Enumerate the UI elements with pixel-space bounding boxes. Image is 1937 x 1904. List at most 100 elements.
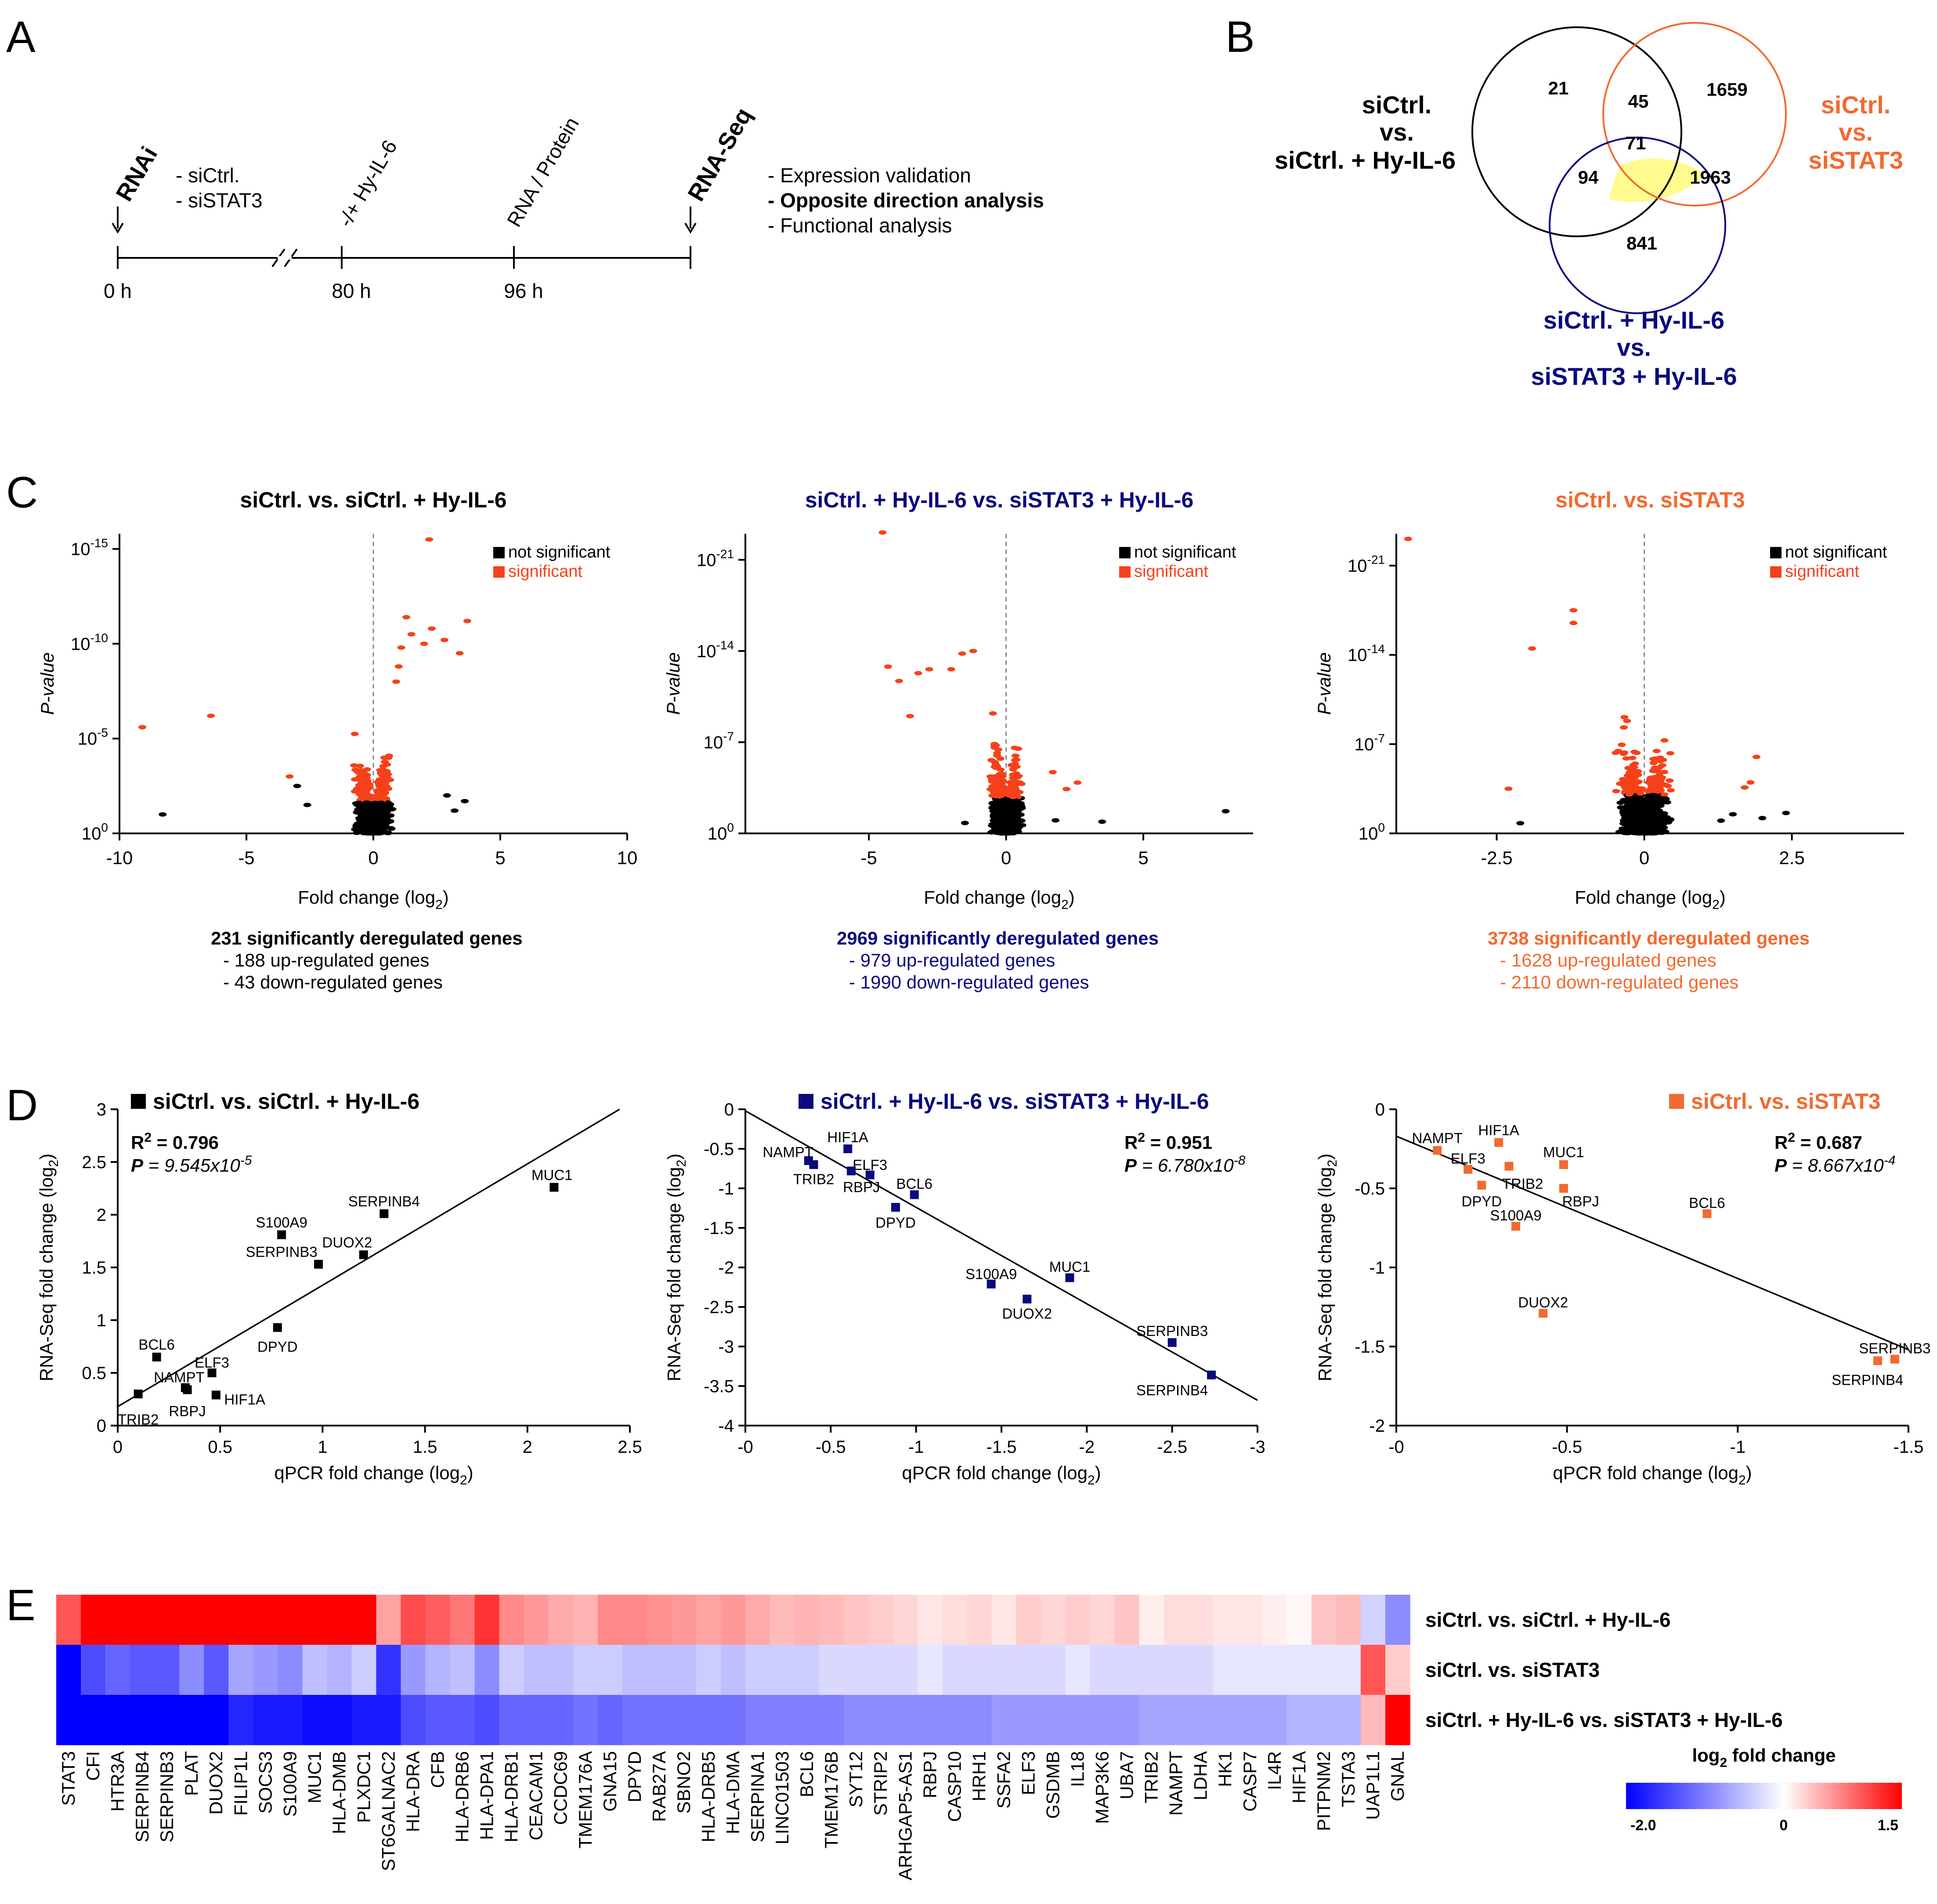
volcano-plot-3: siCtrl. vs. siSTAT3-2.5 0 2.510010-710-141…: [1314, 488, 1904, 992]
ns-outlier-point: [1052, 818, 1060, 823]
x-tick-label: -5: [238, 847, 254, 868]
sig-gene-point: [995, 781, 1003, 786]
analysis-expression: - Expression validation: [768, 164, 971, 187]
y-tick-label: 10-5: [78, 726, 108, 749]
ns-outlier-point: [461, 799, 469, 804]
sig-outlier-point: [914, 671, 922, 676]
summary-up: - 979 up-regulated genes: [849, 950, 1055, 970]
sig-gene-point: [361, 783, 369, 788]
sig-outlier-point: [207, 713, 215, 718]
time-0h: 0 h: [104, 279, 132, 302]
x-tick-label: 10: [617, 847, 638, 868]
sig-gene-point: [381, 791, 389, 796]
venn-circle-black: [1471, 26, 1682, 237]
sig-outlier-point: [425, 537, 434, 542]
sig-gene-point: [1007, 763, 1015, 767]
sig-outlier-point: [392, 679, 401, 684]
sig-gene-point: [992, 743, 1000, 748]
ns-gene-point: [1016, 801, 1025, 806]
sig-gene-point: [375, 784, 383, 789]
sirna-stat3: - siSTAT3: [176, 189, 263, 212]
y-tick-label: 10-14: [697, 638, 734, 661]
ns-gene-point: [371, 829, 379, 833]
sig-gene-point: [996, 778, 1005, 782]
ns-outlier-point: [1221, 809, 1230, 814]
sig-gene-point: [1011, 746, 1019, 750]
ns-gene-point: [996, 829, 1005, 834]
sig-outlier-point: [427, 626, 436, 631]
ns-gene-point: [386, 819, 394, 824]
ns-gene-point: [367, 813, 375, 818]
ns-gene-point: [1006, 826, 1014, 831]
venn-count-black-only: 21: [1548, 78, 1569, 98]
rnaseq-label: RNA-Seq: [683, 103, 757, 206]
y-tick-label: 10-15: [71, 536, 108, 559]
venn-count-navy-only: 841: [1626, 233, 1657, 253]
ns-gene-point: [999, 815, 1008, 820]
ns-gene-point: [376, 814, 384, 818]
sig-gene-point: [383, 784, 391, 789]
ns-gene-point: [367, 825, 376, 829]
sig-gene-point: [1622, 756, 1630, 761]
sig-gene-point: [1618, 742, 1626, 747]
venn-count-orange-navy: 1963: [1690, 167, 1731, 188]
venn-count-orange-only: 1659: [1706, 79, 1747, 100]
y-tick-label: 10-10: [71, 631, 108, 654]
sig-gene-point: [379, 764, 387, 769]
ns-gene-point: [1005, 808, 1013, 813]
venn-circle-orange: [1602, 22, 1787, 206]
ns-gene-point: [365, 830, 373, 835]
volcano-title: siCtrl. + Hy-IL-6 vs. siSTAT3 + Hy-IL-6: [805, 488, 1194, 512]
ns-outlier-point: [1098, 819, 1106, 824]
legend-swatch-not-significant: [493, 547, 505, 558]
y-tick-label: 10-7: [704, 729, 734, 752]
sig-gene-point: [992, 790, 1001, 795]
summary-up: - 188 up-regulated genes: [223, 950, 429, 970]
sig-outlier-point: [884, 664, 892, 669]
legend-significant: significant: [1134, 562, 1208, 581]
sig-gene-point: [1620, 725, 1628, 730]
ns-outlier-point: [961, 821, 969, 825]
volcano-point-cloud: [1612, 715, 1675, 836]
sig-gene-point: [995, 785, 1003, 790]
sig-gene-point: [1012, 753, 1019, 758]
sig-outlier-point: [878, 530, 887, 535]
sig-outlier-point: [397, 645, 405, 650]
y-tick-label: 100: [82, 821, 108, 843]
y-axis-label: P-value: [1314, 652, 1334, 715]
sig-gene-point: [362, 788, 371, 793]
sig-gene-point: [1659, 757, 1667, 762]
ns-gene-point: [369, 807, 377, 811]
summary-total: 2969 significantly deregulated genes: [837, 928, 1159, 948]
y-tick-label: 10-14: [1348, 642, 1385, 665]
y-tick-label: 100: [708, 821, 734, 843]
panel-letter-b: B: [1225, 12, 1255, 62]
venn-circle-navy: [1549, 137, 1726, 314]
sirna-ctrl: - siCtrl.: [176, 164, 240, 187]
venn-label-black-1: siCtrl.: [1362, 91, 1432, 119]
rna-protein-label: RNA / Protein: [502, 113, 583, 231]
analysis-opposite: - Opposite direction analysis: [768, 189, 1044, 212]
legend-not-significant: not significant: [1134, 543, 1236, 561]
panel-letter-c: C: [6, 468, 38, 517]
legend-swatch-not-significant: [1119, 547, 1131, 558]
y-tick-label: 10-7: [1355, 731, 1385, 754]
sig-outlier-point: [906, 714, 914, 719]
sig-gene-point: [989, 711, 997, 716]
ns-gene-point: [387, 813, 395, 818]
sig-gene-point: [1630, 749, 1639, 754]
legend-significant: significant: [508, 562, 582, 581]
ns-gene-point: [999, 805, 1007, 810]
sig-outlier-point: [407, 632, 416, 637]
x-tick-label: -10: [106, 847, 133, 868]
x-axis-label: Fold change (log2): [924, 887, 1075, 912]
ns-outlier-point: [303, 803, 311, 807]
venn-count-center: 71: [1626, 133, 1646, 153]
volcano-title: siCtrl. vs. siSTAT3: [1555, 488, 1745, 512]
sig-gene-point: [1000, 790, 1008, 795]
sig-gene-point: [1009, 767, 1017, 772]
panel-a: A RNAi - siCtrl. - siSTAT3 -/+ Hy-IL-6 R…: [6, 12, 1044, 302]
x-tick-label: 0: [1001, 847, 1011, 868]
venn-label-navy-2: vs.: [1617, 333, 1651, 361]
y-tick-label: 10-21: [1348, 553, 1385, 576]
